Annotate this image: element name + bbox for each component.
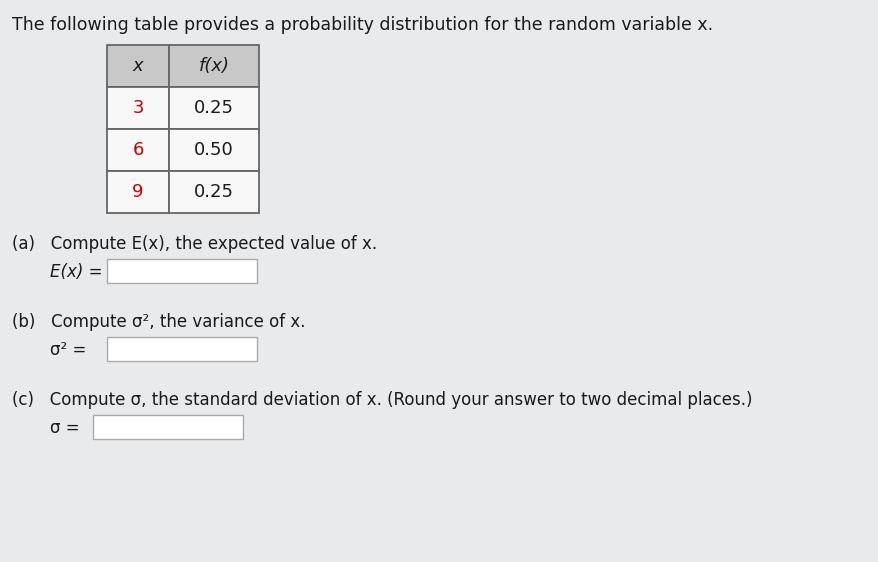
Text: 9: 9 [132,183,144,201]
Bar [169,87,259,129]
Text: 3: 3 [132,99,144,117]
Text: 0.25: 0.25 [194,183,234,201]
Bar [107,87,169,129]
Text: x: x [133,57,143,75]
Text: 0.50: 0.50 [194,141,234,159]
Text: E(x) =: E(x) = [50,263,103,281]
Bar [107,337,256,361]
Text: σ² =: σ² = [50,341,86,359]
Text: 6: 6 [133,141,143,159]
Text: (a)   Compute E(x), the expected value of x.: (a) Compute E(x), the expected value of … [12,235,377,253]
Text: σ =: σ = [50,419,80,437]
Bar [107,129,169,171]
Text: f(x): f(x) [198,57,229,75]
Text: 0.25: 0.25 [194,99,234,117]
Text: (b)   Compute σ², the variance of x.: (b) Compute σ², the variance of x. [12,313,306,331]
Bar [169,171,259,213]
Bar [169,129,259,171]
Bar [93,415,242,439]
Text: The following table provides a probability distribution for the random variable : The following table provides a probabili… [12,16,712,34]
Text: (c)   Compute σ, the standard deviation of x. (Round your answer to two decimal : (c) Compute σ, the standard deviation of… [12,391,752,409]
Bar [107,45,169,87]
Bar [107,171,169,213]
Bar [169,45,259,87]
Bar [107,259,256,283]
